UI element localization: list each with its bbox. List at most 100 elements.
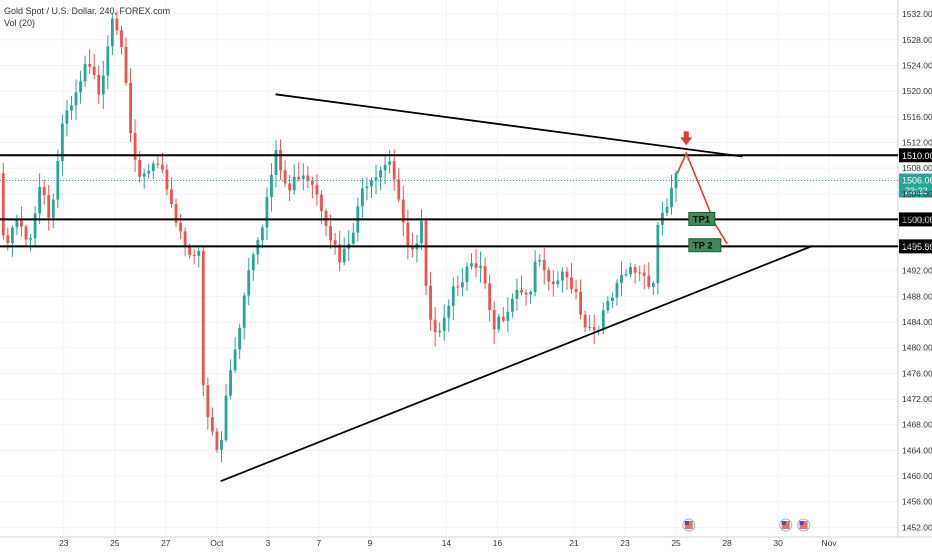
candle-body (188, 247, 191, 255)
candle-body (561, 272, 564, 281)
candle (156, 155, 159, 169)
candle-body (193, 255, 196, 256)
candle-body (266, 197, 269, 227)
candle (456, 275, 459, 295)
candle (570, 263, 573, 293)
candle-body (279, 150, 282, 170)
candle (461, 268, 464, 296)
event-flag-icon[interactable] (683, 519, 695, 531)
y-tick-label: 1476.00 (902, 368, 932, 378)
candle-body (434, 320, 437, 333)
candle-body (656, 225, 659, 283)
candle (606, 296, 609, 313)
x-tick-label: 16 (493, 538, 503, 548)
flag-canton (782, 521, 786, 525)
candle (520, 276, 523, 296)
candle-body (75, 92, 78, 105)
y-tick-label: 1468.00 (902, 420, 932, 430)
candle-body (302, 175, 305, 179)
candle-body (352, 233, 355, 244)
x-tick-label: Oct (210, 538, 224, 548)
candle (443, 304, 446, 341)
candle (252, 252, 255, 280)
candle (225, 384, 228, 442)
candle (125, 38, 128, 86)
candle (552, 270, 555, 296)
x-tick-label: 25 (110, 538, 120, 548)
x-tick-label: 28 (722, 538, 732, 548)
candle-body (370, 180, 373, 186)
candle-body (484, 266, 487, 283)
candle-body (270, 175, 273, 197)
candle (675, 170, 678, 201)
candle-body (552, 282, 555, 285)
candle-body (275, 150, 278, 175)
candle-body (293, 177, 296, 190)
candle-body (334, 240, 337, 244)
event-flag-icon[interactable] (798, 519, 810, 531)
candle (75, 79, 78, 120)
candle (216, 428, 219, 453)
candle (666, 198, 669, 216)
candle-body (220, 440, 223, 450)
candle-body (506, 312, 509, 321)
candle (11, 225, 14, 257)
candle-body (184, 231, 187, 246)
y-tick-label: 1452.00 (902, 522, 932, 532)
candle (302, 163, 305, 190)
candle-body (88, 64, 91, 67)
candle (611, 293, 614, 308)
candle-body (529, 292, 532, 295)
candle (334, 233, 337, 255)
candle (475, 249, 478, 277)
candle (34, 206, 37, 247)
volume-indicator-label[interactable]: Vol (20) (4, 18, 35, 28)
candle-body (566, 272, 569, 278)
candle-body (143, 174, 146, 177)
candle (43, 180, 46, 205)
candle (543, 248, 546, 285)
candle-body (575, 289, 578, 292)
x-tick-label: 27 (161, 538, 171, 548)
lower-trendline (221, 246, 812, 481)
candle (525, 289, 528, 306)
candle (397, 168, 400, 202)
candle-body (388, 161, 391, 165)
candle (316, 174, 319, 206)
candle (193, 249, 196, 264)
candle (2, 163, 5, 240)
candle (229, 359, 232, 398)
candle-body (156, 164, 159, 165)
candle-body (379, 170, 382, 177)
candle-body (225, 396, 228, 440)
candle (361, 178, 364, 218)
candle (220, 431, 223, 462)
candle (279, 139, 282, 179)
current-price-label: 1506.06 (902, 176, 932, 186)
x-tick-label: 14 (442, 538, 452, 548)
candle-body (511, 299, 514, 312)
candle (479, 252, 482, 283)
candle (106, 35, 109, 89)
candle-body (366, 186, 369, 188)
candle (634, 264, 637, 283)
down-arrow-icon (680, 131, 692, 145)
candle (143, 169, 146, 189)
x-tick-label: 23 (59, 538, 69, 548)
event-flag-icon[interactable] (780, 519, 792, 531)
candle-body (6, 235, 9, 243)
flag-canton (685, 521, 689, 525)
candle-body (452, 287, 455, 306)
gridlines (0, 0, 898, 537)
candle-body (393, 161, 396, 179)
candle-body (116, 19, 119, 31)
candle-body (170, 189, 173, 204)
candle (484, 258, 487, 289)
candle-body (425, 221, 428, 286)
candle (184, 228, 187, 257)
candle (643, 265, 646, 290)
candle (593, 315, 596, 344)
candle-body (497, 317, 500, 330)
